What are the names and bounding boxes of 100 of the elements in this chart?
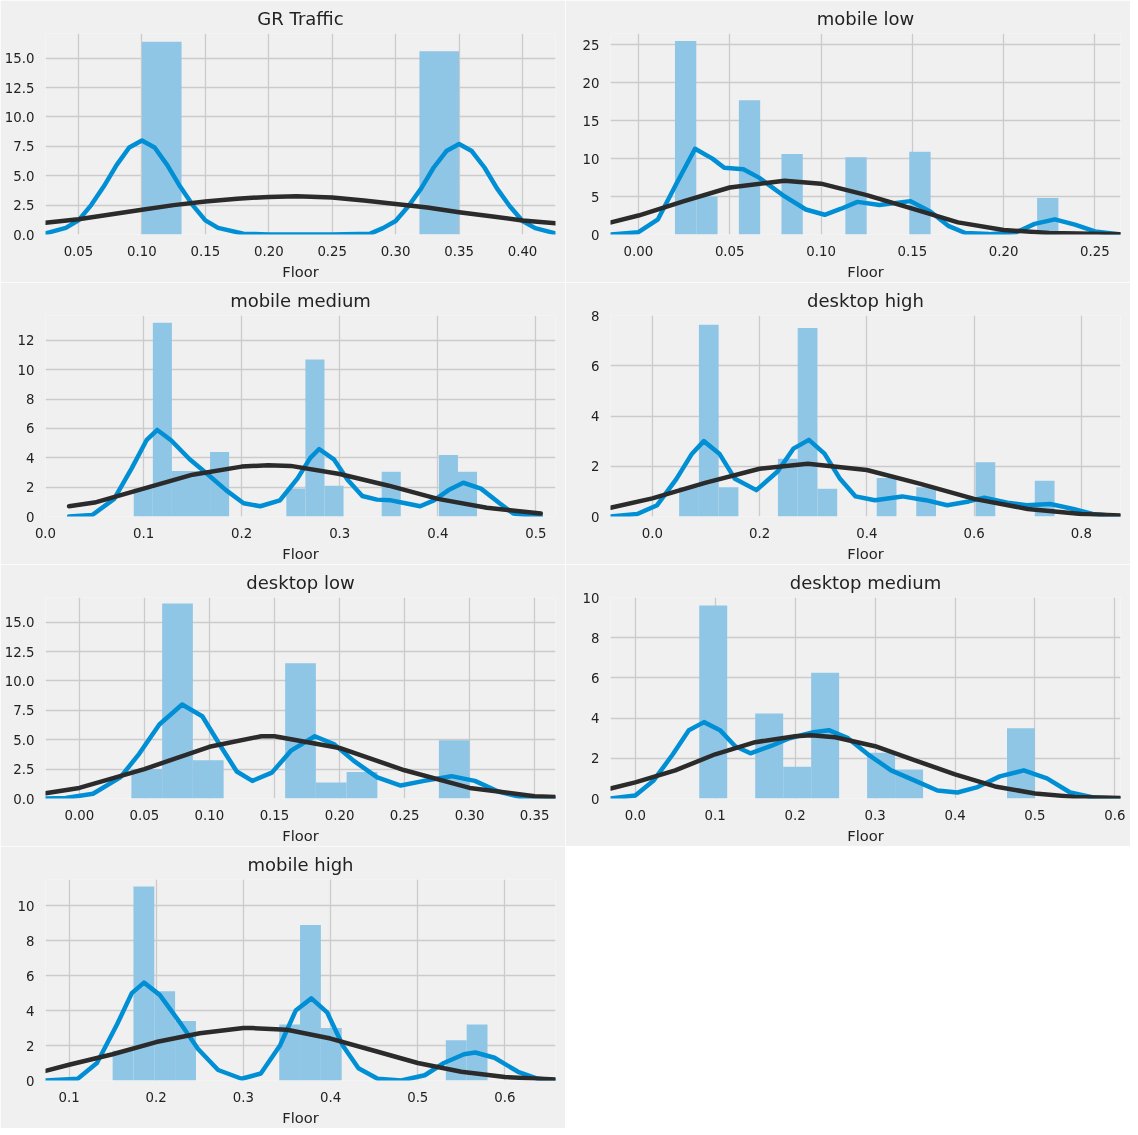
y-tick-label: 6 [26, 421, 35, 437]
x-tick-label: 0.5 [525, 525, 547, 541]
y-tick-label: 10 [17, 362, 35, 378]
x-tick-label: 0.35 [519, 807, 550, 823]
y-tick-label: 25 [582, 37, 600, 53]
y-tick-label: 10 [582, 590, 600, 606]
y-tick-label: 0 [591, 791, 600, 807]
x-tick-label: 0.5 [1024, 807, 1046, 823]
y-tick-label: 2 [26, 480, 35, 496]
y-tick-label: 12 [17, 333, 35, 349]
x-tick-label: 0.2 [231, 525, 253, 541]
y-tick-label: 8 [591, 308, 600, 324]
x-tick-label: 0.1 [704, 807, 726, 823]
y-tick-label: 6 [26, 968, 35, 984]
x-tick-label: 0.05 [714, 243, 745, 259]
x-tick-label: 0.5 [407, 1089, 429, 1105]
y-tick-label: 4 [591, 711, 600, 727]
x-tick-label: 0.10 [194, 807, 225, 823]
y-tick-label: 5.0 [13, 168, 35, 184]
y-tick-label: 0 [591, 227, 600, 243]
y-tick-label: 2 [591, 459, 600, 475]
chart-title: GR Traffic [257, 7, 344, 29]
x-tick-label: 0.1 [132, 525, 155, 541]
x-tick-label: 0.25 [389, 807, 420, 823]
y-tick-label: 10 [17, 898, 35, 914]
y-tick-label: 20 [582, 75, 600, 91]
x-tick-label: 0.6 [494, 1089, 516, 1105]
x-tick-label: 0.4 [427, 525, 449, 541]
chart-title: desktop low [246, 571, 355, 593]
x-tick-label: 0.8 [1070, 525, 1092, 541]
x-tick-label: 0.05 [63, 243, 94, 259]
x-tick-label: 0.3 [232, 1089, 254, 1105]
x-tick-label: 0.0 [641, 525, 663, 541]
x-axis-title: Floor [847, 262, 885, 280]
x-tick-label: 0.2 [145, 1089, 167, 1105]
x-tick-label: 0.3 [329, 525, 351, 541]
x-tick-label: 0.15 [897, 243, 928, 259]
y-tick-label: 15 [582, 113, 600, 129]
y-tick-label: 8 [26, 933, 35, 949]
y-tick-label: 6 [591, 358, 600, 374]
x-tick-label: 0.6 [963, 525, 985, 541]
y-tick-label: 15.0 [4, 615, 35, 631]
y-tick-label: 7.5 [13, 139, 35, 155]
x-tick-label: 0.4 [856, 525, 878, 541]
x-tick-label: 0.25 [1080, 243, 1110, 259]
x-tick-label: 0.3 [864, 807, 886, 823]
chart-title: mobile high [247, 853, 354, 875]
y-tick-label: 2.5 [13, 198, 35, 214]
y-tick-label: 4 [26, 1003, 35, 1019]
x-tick-label: 0.10 [806, 243, 836, 259]
x-tick-label: 0.1 [58, 1089, 80, 1105]
y-tick-label: 7.5 [13, 703, 35, 719]
x-axis-title: Floor [847, 826, 885, 844]
y-tick-label: 2 [26, 1038, 35, 1054]
x-tick-label: 0.20 [324, 807, 355, 823]
x-tick-label: 0.00 [64, 807, 95, 823]
x-tick-label: 0.6 [1104, 807, 1126, 823]
x-axis-title: Floor [282, 544, 320, 562]
y-tick-label: 0 [26, 509, 35, 525]
y-tick-label: 10.0 [4, 673, 35, 689]
y-tick-label: 0 [591, 509, 600, 525]
chart-title: desktop medium [789, 571, 942, 593]
y-tick-label: 0.0 [13, 791, 35, 807]
x-tick-label: 0.2 [784, 807, 806, 823]
y-tick-label: 8 [591, 630, 600, 646]
y-tick-label: 4 [591, 409, 600, 424]
y-tick-label: 12.5 [4, 80, 35, 96]
y-tick-label: 10 [582, 151, 600, 167]
x-tick-label: 0.40 [507, 243, 538, 259]
x-axis-title: Floor [847, 544, 885, 562]
chart-title: mobile medium [230, 289, 371, 311]
y-tick-label: 4 [26, 450, 35, 466]
x-tick-label: 0.30 [454, 807, 485, 823]
x-tick-label: 0.05 [129, 807, 160, 823]
x-tick-label: 0.4 [319, 1089, 342, 1105]
chart-title: mobile low [816, 7, 915, 29]
x-tick-label: 0.2 [748, 525, 771, 541]
y-tick-label: 8 [26, 392, 35, 408]
x-tick-label: 0.25 [317, 243, 348, 259]
x-tick-label: 0.20 [988, 243, 1019, 259]
x-axis-title: Floor [282, 262, 320, 280]
x-axis-title: Floor [282, 1108, 320, 1126]
x-axis-title: Floor [282, 826, 320, 844]
x-tick-label: 0.30 [380, 243, 411, 259]
x-tick-label: 0.10 [127, 243, 157, 259]
y-tick-label: 12.5 [4, 644, 35, 660]
y-tick-label: 0 [26, 1073, 35, 1089]
x-tick-label: 0.00 [623, 243, 654, 259]
x-tick-label: 0.20 [253, 243, 284, 259]
x-tick-label: 0.35 [444, 243, 474, 259]
y-tick-label: 10.0 [4, 109, 35, 125]
y-tick-label: 5.0 [13, 732, 35, 748]
y-tick-label: 2.5 [13, 762, 35, 778]
y-tick-label: 0.0 [13, 227, 35, 243]
x-tick-label: 0.15 [259, 807, 290, 823]
y-tick-label: 2 [591, 751, 600, 767]
y-tick-label: 5 [591, 189, 600, 205]
y-tick-label: 15.0 [4, 51, 35, 67]
y-tick-label: 6 [591, 670, 600, 686]
x-tick-label: 0.4 [944, 807, 966, 823]
